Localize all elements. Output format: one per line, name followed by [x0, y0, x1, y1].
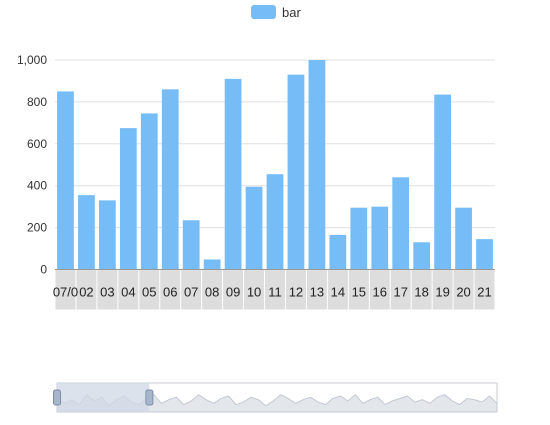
- bar: [245, 186, 263, 270]
- y-tick-label: 600: [27, 137, 47, 151]
- x-tick-label: 17: [393, 285, 407, 300]
- bar: [182, 220, 200, 270]
- y-tick-label: 0: [40, 263, 47, 277]
- bar: [329, 234, 347, 270]
- x-axis: 07/0 02 03 04 05 06 07 08 09 10 11 12 13 14 15 16 17 18 19…: [53, 269, 495, 300]
- x-tick-label: 02: [79, 285, 93, 300]
- legend-swatch[interactable]: [251, 5, 276, 19]
- bar: [224, 78, 242, 270]
- y-tick-label: 1,000: [17, 53, 47, 67]
- x-tick-label: 04: [121, 285, 135, 300]
- category-band: [55, 269, 495, 310]
- bar: [371, 206, 389, 270]
- bar: [392, 177, 410, 270]
- bar: [78, 195, 95, 270]
- y-axis: 0 200 400 600 800 1,000: [17, 53, 47, 277]
- x-tick-label: 07: [184, 285, 198, 300]
- bar: [57, 91, 74, 270]
- x-tick-label: 11: [268, 285, 282, 300]
- x-tick-label: 05: [142, 285, 156, 300]
- x-tick-label: 06: [163, 285, 177, 300]
- bar: [413, 242, 431, 270]
- x-tick-label: 03: [100, 285, 114, 300]
- x-tick-label: 10: [247, 285, 261, 300]
- zoom-start-handle[interactable]: [53, 389, 61, 406]
- x-tick-label: 19: [435, 285, 449, 300]
- bar: [476, 239, 493, 270]
- x-tick-label: 09: [226, 285, 240, 300]
- bar: [161, 89, 179, 270]
- zoom-window[interactable]: [57, 383, 150, 412]
- bar: [140, 113, 158, 270]
- zoom-end-handle[interactable]: [145, 389, 154, 406]
- y-tick-label: 200: [27, 221, 47, 235]
- x-tick-label: 20: [456, 285, 470, 300]
- bar: [434, 94, 451, 270]
- x-tick-label: 13: [310, 285, 324, 300]
- bar: [455, 207, 472, 270]
- x-tick-label: 21: [477, 285, 491, 300]
- x-tick-label: 12: [289, 285, 303, 300]
- bar: [266, 174, 284, 270]
- legend[interactable]: bar: [251, 5, 301, 20]
- bar: [350, 207, 368, 270]
- bar: [308, 60, 326, 270]
- bars: [57, 60, 493, 270]
- x-tick-label: 14: [331, 285, 345, 300]
- x-tick-label: 07/0: [53, 285, 78, 300]
- legend-label[interactable]: bar: [282, 5, 301, 20]
- category-axis-band: [54, 269, 496, 310]
- bar: [287, 74, 305, 270]
- data-zoom-slider[interactable]: [53, 382, 498, 413]
- bar: [119, 128, 137, 270]
- bar: [203, 259, 221, 270]
- x-tick-label: 18: [414, 285, 428, 300]
- x-tick-label: 15: [352, 285, 366, 300]
- bar: [99, 200, 116, 270]
- x-tick-label: 16: [373, 285, 387, 300]
- y-tick-label: 400: [27, 179, 47, 193]
- x-tick-label: 08: [205, 285, 219, 300]
- y-tick-label: 800: [27, 95, 47, 109]
